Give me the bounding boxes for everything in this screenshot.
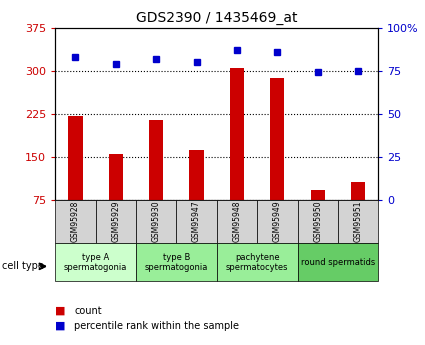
Text: GSM95951: GSM95951 bbox=[354, 201, 363, 243]
FancyBboxPatch shape bbox=[217, 243, 298, 281]
Text: count: count bbox=[74, 306, 102, 315]
Text: type B
spermatogonia: type B spermatogonia bbox=[144, 253, 208, 272]
FancyBboxPatch shape bbox=[96, 200, 136, 243]
Bar bbox=[109, 154, 123, 200]
Text: pachytene
spermatocytes: pachytene spermatocytes bbox=[226, 253, 289, 272]
FancyBboxPatch shape bbox=[217, 200, 257, 243]
Text: GSM95930: GSM95930 bbox=[152, 201, 161, 243]
Text: GSM95928: GSM95928 bbox=[71, 201, 80, 242]
FancyBboxPatch shape bbox=[298, 200, 338, 243]
Bar bbox=[149, 120, 163, 200]
Text: GSM95947: GSM95947 bbox=[192, 201, 201, 243]
FancyBboxPatch shape bbox=[55, 243, 136, 281]
FancyBboxPatch shape bbox=[136, 200, 176, 243]
Text: GSM95950: GSM95950 bbox=[313, 201, 322, 243]
Text: round spermatids: round spermatids bbox=[301, 258, 375, 267]
FancyBboxPatch shape bbox=[298, 243, 378, 281]
Text: cell type: cell type bbox=[2, 262, 44, 271]
Text: GSM95949: GSM95949 bbox=[273, 201, 282, 243]
FancyBboxPatch shape bbox=[176, 200, 217, 243]
Bar bbox=[311, 190, 325, 200]
FancyBboxPatch shape bbox=[136, 243, 217, 281]
Text: GSM95929: GSM95929 bbox=[111, 201, 120, 243]
Bar bbox=[230, 68, 244, 200]
FancyBboxPatch shape bbox=[257, 200, 298, 243]
Bar bbox=[190, 150, 204, 200]
FancyBboxPatch shape bbox=[55, 200, 96, 243]
Text: ■: ■ bbox=[55, 306, 66, 315]
Bar bbox=[68, 116, 82, 200]
Text: type A
spermatogonia: type A spermatogonia bbox=[64, 253, 128, 272]
Bar bbox=[270, 78, 284, 200]
Title: GDS2390 / 1435469_at: GDS2390 / 1435469_at bbox=[136, 11, 298, 25]
Bar bbox=[351, 182, 365, 200]
FancyBboxPatch shape bbox=[338, 200, 378, 243]
Text: GSM95948: GSM95948 bbox=[232, 201, 241, 243]
Text: percentile rank within the sample: percentile rank within the sample bbox=[74, 321, 239, 331]
Text: ■: ■ bbox=[55, 321, 66, 331]
